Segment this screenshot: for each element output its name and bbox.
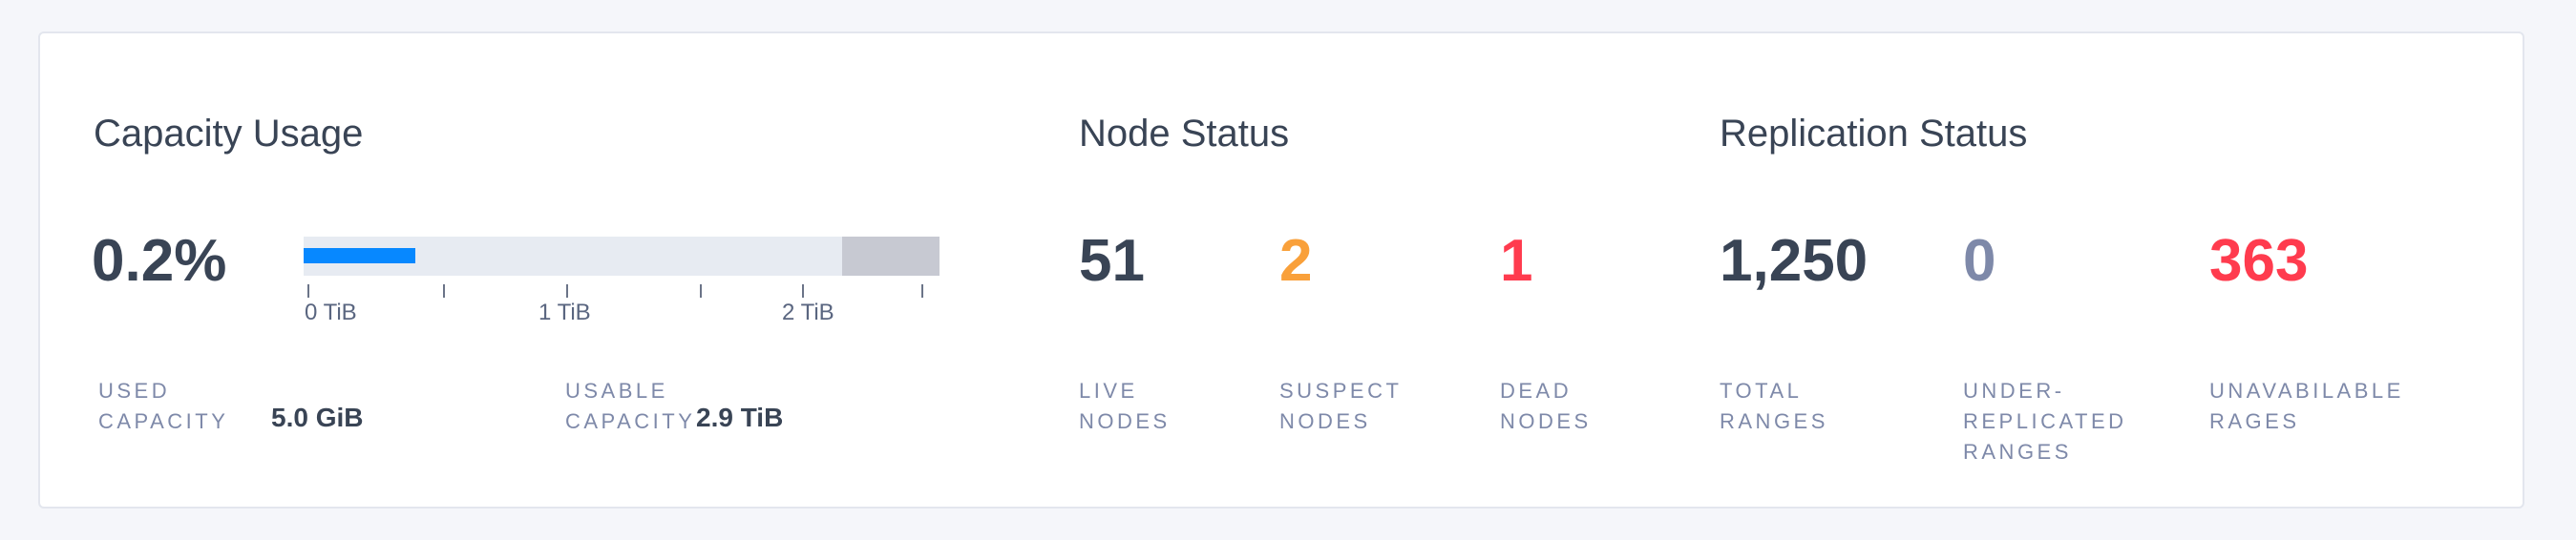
- replication-status-title: Replication Status: [1720, 113, 2028, 155]
- suspect-nodes-count: 2: [1279, 228, 1313, 294]
- unavailable-ranges-label: UNAVABILABLE RAGES: [2209, 379, 2404, 433]
- axis-tick-label: 0 TiB: [305, 300, 357, 325]
- capacity-usage-title: Capacity Usage: [94, 113, 364, 155]
- axis-tick: [700, 284, 702, 298]
- axis-tick-label: 1 TiB: [538, 300, 591, 325]
- suspect-nodes-label: SUSPECT NODES: [1279, 379, 1403, 433]
- node-status-title: Node Status: [1079, 113, 1290, 155]
- capacity-reserved-segment: [842, 237, 940, 276]
- total-ranges-label: TOTAL RANGES: [1720, 379, 1828, 433]
- used-capacity-label: USED CAPACITY: [98, 379, 229, 433]
- under-replicated-label: UNDER-REPLICATED RANGES: [1963, 379, 2127, 464]
- axis-tick: [566, 284, 568, 298]
- capacity-used-fill: [304, 248, 415, 263]
- under-replicated-count: 0: [1963, 228, 1996, 294]
- used-capacity-value: 5.0 GiB: [271, 403, 364, 432]
- axis-tick: [921, 284, 923, 298]
- dead-nodes-label: DEAD NODES: [1500, 379, 1592, 433]
- usable-capacity-value: 2.9 TiB: [696, 403, 784, 432]
- axis-tick: [307, 284, 309, 298]
- axis-tick-label: 2 TiB: [782, 300, 834, 325]
- live-nodes-count: 51: [1079, 228, 1145, 294]
- total-ranges-count: 1,250: [1720, 228, 1869, 294]
- capacity-percent: 0.2%: [92, 228, 227, 294]
- usable-capacity-label: USABLE CAPACITY: [565, 379, 696, 433]
- axis-tick: [443, 284, 445, 298]
- axis-tick: [802, 284, 804, 298]
- dead-nodes-count: 1: [1500, 228, 1533, 294]
- live-nodes-label: LIVE NODES: [1079, 379, 1171, 433]
- unavailable-ranges-count: 363: [2209, 228, 2309, 294]
